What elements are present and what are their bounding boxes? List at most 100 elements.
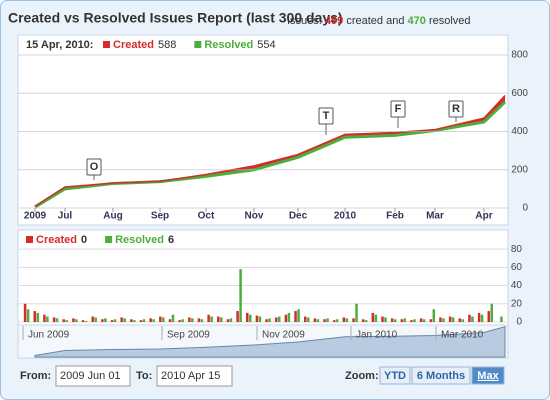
zoom-button-label[interactable]: YTD	[384, 370, 406, 382]
bar	[352, 318, 355, 322]
legend-name: Resolved	[115, 234, 164, 246]
bar	[448, 316, 452, 322]
summary-created: 499	[325, 15, 343, 27]
navigator-label: Jun 2009	[28, 330, 70, 341]
flag-label[interactable]: O	[90, 161, 99, 173]
bar	[72, 318, 75, 322]
summary-resolved: 470	[408, 15, 426, 27]
bar	[258, 316, 262, 322]
bar	[81, 320, 85, 322]
bar	[94, 317, 97, 322]
y-tick-label: 0	[522, 203, 528, 214]
y-tick-label: 80	[511, 244, 523, 255]
bar	[188, 317, 191, 322]
bar	[306, 317, 310, 322]
bar	[249, 314, 252, 322]
y-tick-label: 0	[516, 317, 522, 328]
bar	[422, 319, 426, 322]
y-tick-label: 20	[511, 298, 523, 309]
bar	[84, 321, 88, 322]
summary-middle: created and	[346, 15, 404, 27]
bar	[316, 319, 320, 322]
bar	[342, 317, 346, 322]
bar	[113, 319, 117, 322]
bar	[384, 317, 387, 322]
bar	[335, 319, 339, 322]
bar	[451, 317, 455, 322]
to-value[interactable]: 2010 Apr 15	[161, 370, 220, 382]
x-tick-label: Sep	[151, 211, 169, 222]
flag-box[interactable]	[318, 107, 334, 125]
bar	[468, 314, 471, 322]
bar	[287, 312, 291, 322]
bar	[120, 317, 123, 322]
bar	[200, 319, 204, 322]
x-tick-label: Mar	[426, 211, 444, 222]
bar	[226, 319, 230, 322]
bar	[393, 319, 397, 322]
bar	[75, 319, 78, 322]
hover-date: 15 Apr, 2010:	[26, 39, 93, 51]
bar	[265, 319, 268, 322]
zoom-button-label[interactable]: 6 Months	[417, 370, 465, 382]
bar	[390, 318, 394, 322]
flag-box[interactable]	[86, 158, 102, 176]
bar	[191, 318, 194, 322]
bar	[229, 318, 233, 322]
bar	[410, 320, 413, 322]
bar	[461, 319, 465, 322]
zoom-button[interactable]	[471, 366, 505, 385]
legend-name: Created	[36, 234, 77, 246]
flag-box[interactable]	[448, 100, 464, 118]
bar	[345, 318, 349, 322]
x-tick-label: 2009	[24, 211, 47, 222]
bar	[162, 317, 165, 322]
bar	[255, 315, 259, 322]
bar	[142, 319, 146, 322]
bar	[361, 319, 365, 322]
y-tick-label: 200	[511, 164, 528, 175]
legend-swatch	[26, 236, 33, 243]
flag-label[interactable]: R	[452, 103, 460, 115]
to-label: To:	[136, 370, 152, 382]
zoom-button[interactable]	[379, 366, 411, 385]
bar	[403, 318, 407, 322]
bar	[323, 319, 326, 322]
bar	[65, 320, 68, 322]
legend-value: 0	[81, 234, 87, 246]
bar	[246, 312, 249, 322]
bar	[429, 319, 433, 322]
zoom-button-label[interactable]: Max	[477, 370, 499, 382]
to-input[interactable]	[156, 365, 233, 387]
navigator-label: Mar 2010	[441, 330, 484, 341]
legend-swatch	[105, 236, 113, 243]
x-tick-label: Jul	[58, 211, 73, 222]
controls: From: 2009 Jun 01 To: 2010 Apr 15 Zoom:	[20, 365, 379, 387]
bar	[55, 318, 59, 322]
bar	[33, 311, 36, 322]
flag-label[interactable]: F	[395, 103, 402, 115]
flag-box[interactable]	[390, 100, 406, 118]
bar	[210, 316, 213, 322]
from-input[interactable]	[55, 365, 131, 387]
bar	[168, 319, 172, 322]
bar	[91, 316, 94, 322]
bar	[36, 312, 39, 322]
bar	[400, 319, 404, 322]
y-tick-label: 40	[511, 280, 523, 291]
from-label: From:	[20, 370, 51, 382]
bar	[355, 303, 358, 322]
flag-label[interactable]: T	[323, 110, 330, 122]
zoom-label: Zoom:	[345, 370, 379, 382]
x-tick-label: Oct	[198, 211, 215, 222]
from-value[interactable]: 2009 Jun 01	[60, 370, 121, 382]
bar	[381, 316, 384, 322]
zoom-button[interactable]	[411, 366, 471, 385]
bar	[326, 318, 329, 322]
bar	[207, 314, 210, 322]
bar	[220, 317, 223, 322]
legend-value: 588	[158, 39, 176, 51]
bar	[277, 316, 281, 322]
bar	[371, 312, 375, 322]
